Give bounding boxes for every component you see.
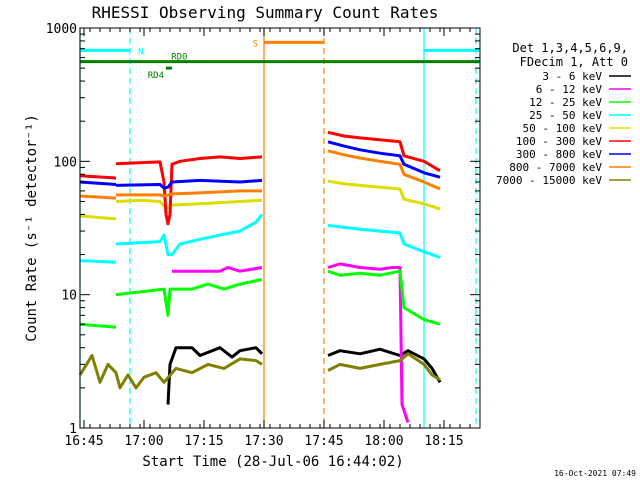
- legend-label: 800 - 7000 keV: [509, 161, 602, 174]
- legend-label: 50 - 100 keV: [523, 122, 603, 135]
- x-tick-label: 18:00: [364, 434, 403, 449]
- series-line: [115, 198, 263, 210]
- legend: Det 1,3,4,5,6,9,FDecim 1, Att 03 - 6 keV…: [496, 41, 631, 187]
- y-tick-label: 10: [61, 289, 77, 304]
- legend-label: 12 - 25 keV: [529, 96, 602, 109]
- series-line: [115, 213, 264, 256]
- legend-header: FDecim 1, Att 0: [520, 55, 628, 69]
- x-tick-label: 16:45: [64, 434, 103, 449]
- flag-label: RD4: [148, 71, 164, 81]
- series-line: [79, 174, 117, 180]
- series-line: [79, 322, 117, 329]
- series-line: [327, 224, 441, 259]
- y-tick-label: 1: [69, 422, 77, 437]
- state-flags: N S RD0 RD4: [80, 39, 480, 81]
- series-line: [166, 346, 264, 405]
- series-line: [79, 214, 117, 221]
- x-axis-label: Start Time (28-Jul-06 16:44:02): [142, 454, 403, 470]
- series-line: [327, 149, 441, 191]
- interval-markers: [79, 28, 477, 428]
- series-line: [79, 194, 117, 200]
- y-axis-label: Count Rate (s⁻¹ detector⁻¹): [24, 114, 40, 342]
- series-line: [115, 155, 263, 226]
- x-tick-label: 17:15: [184, 434, 223, 449]
- series-line: [327, 262, 410, 423]
- legend-label: 7000 - 15000 keV: [496, 174, 602, 187]
- x-tick-label: 17:00: [124, 434, 163, 449]
- flag-label: RD0: [171, 53, 187, 63]
- legend-label: 300 - 800 keV: [516, 148, 602, 161]
- plot-frame: [79, 27, 481, 429]
- chart-title: RHESSI Observing Summary Count Rates: [92, 3, 439, 22]
- series-line: [79, 259, 117, 264]
- y-tick-label: 1000: [46, 22, 77, 37]
- series-line: [115, 278, 263, 317]
- x-tick-label: 17:45: [304, 434, 343, 449]
- flag-label: S: [253, 39, 258, 49]
- series-line: [116, 189, 262, 198]
- legend-label: 25 - 50 keV: [529, 109, 602, 122]
- y-axis: 1 10 100 1000: [46, 22, 480, 437]
- timestamp: 16-Oct-2021 07:49: [554, 469, 636, 478]
- legend-label: 6 - 12 keV: [536, 83, 603, 96]
- y-tick-label: 100: [54, 155, 77, 170]
- series-line: [327, 269, 441, 326]
- flag-label: N: [138, 47, 143, 57]
- series-line: [327, 352, 441, 382]
- x-axis: 16:45 17:00 17:15 17:30 17:45 18:00 18:15: [64, 28, 481, 449]
- legend-label: 3 - 6 keV: [542, 70, 602, 83]
- series-line: [115, 178, 263, 190]
- series-line: [79, 180, 117, 186]
- legend-header: Det 1,3,4,5,6,9,: [512, 41, 628, 55]
- series-line: [327, 140, 441, 179]
- series-line: [78, 354, 263, 390]
- series-lines: [78, 130, 442, 423]
- x-tick-label: 18:15: [424, 434, 463, 449]
- x-tick-label: 17:30: [244, 434, 283, 449]
- series-line: [327, 130, 441, 172]
- series-line: [327, 179, 441, 211]
- series-line: [172, 266, 263, 273]
- legend-label: 100 - 300 keV: [516, 135, 602, 148]
